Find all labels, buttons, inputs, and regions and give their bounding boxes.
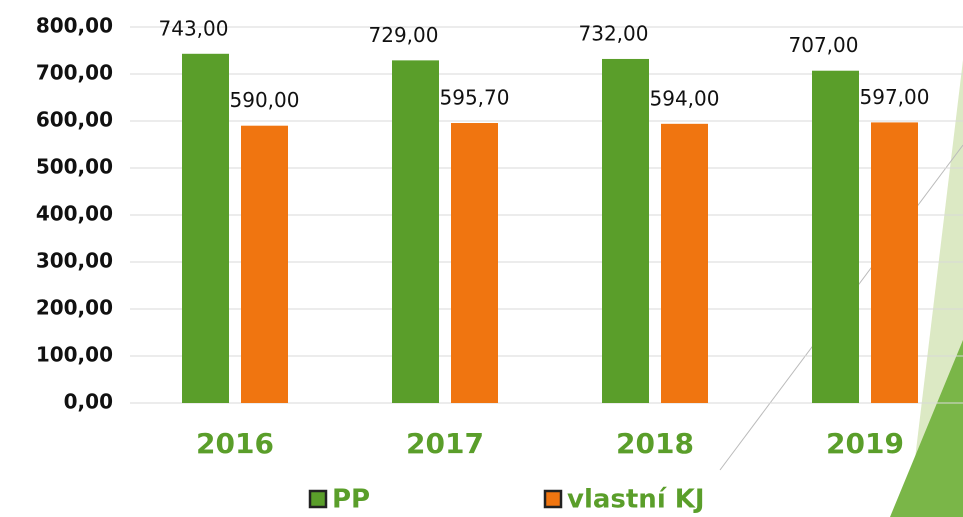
y-tick-label: 700,00	[36, 61, 113, 85]
x-tick-label: 2018	[616, 427, 694, 460]
bar	[241, 125, 288, 403]
data-label: 597,00	[860, 85, 930, 109]
data-label: 595,70	[440, 86, 510, 110]
legend-label: vlastní KJ	[567, 485, 705, 515]
y-tick-label: 100,00	[36, 343, 113, 367]
data-label: 594,00	[650, 86, 720, 110]
bar	[661, 123, 708, 403]
y-tick-label: 400,00	[36, 202, 113, 226]
decoration	[890, 340, 963, 517]
y-tick-label: 800,00	[36, 14, 113, 38]
data-label: 729,00	[369, 23, 439, 47]
bar	[451, 123, 498, 403]
bar	[871, 122, 918, 403]
data-label: 590,00	[230, 88, 300, 112]
bar	[182, 53, 229, 403]
legend-swatch	[308, 489, 328, 509]
x-tick-label: 2019	[826, 427, 904, 460]
y-tick-label: 300,00	[36, 249, 113, 273]
legend-swatch	[543, 489, 563, 509]
data-label: 732,00	[579, 21, 649, 45]
bar	[392, 60, 439, 404]
y-tick-label: 0,00	[64, 390, 113, 414]
legend-label: PP	[332, 485, 370, 515]
data-label: 707,00	[789, 33, 859, 57]
y-tick-label: 500,00	[36, 155, 113, 179]
x-tick-label: 2016	[196, 427, 274, 460]
bar	[812, 70, 859, 404]
y-tick-label: 600,00	[36, 108, 113, 132]
bar	[602, 58, 649, 404]
data-label: 743,00	[159, 16, 229, 40]
x-tick-label: 2017	[406, 427, 484, 460]
y-tick-label: 200,00	[36, 296, 113, 320]
